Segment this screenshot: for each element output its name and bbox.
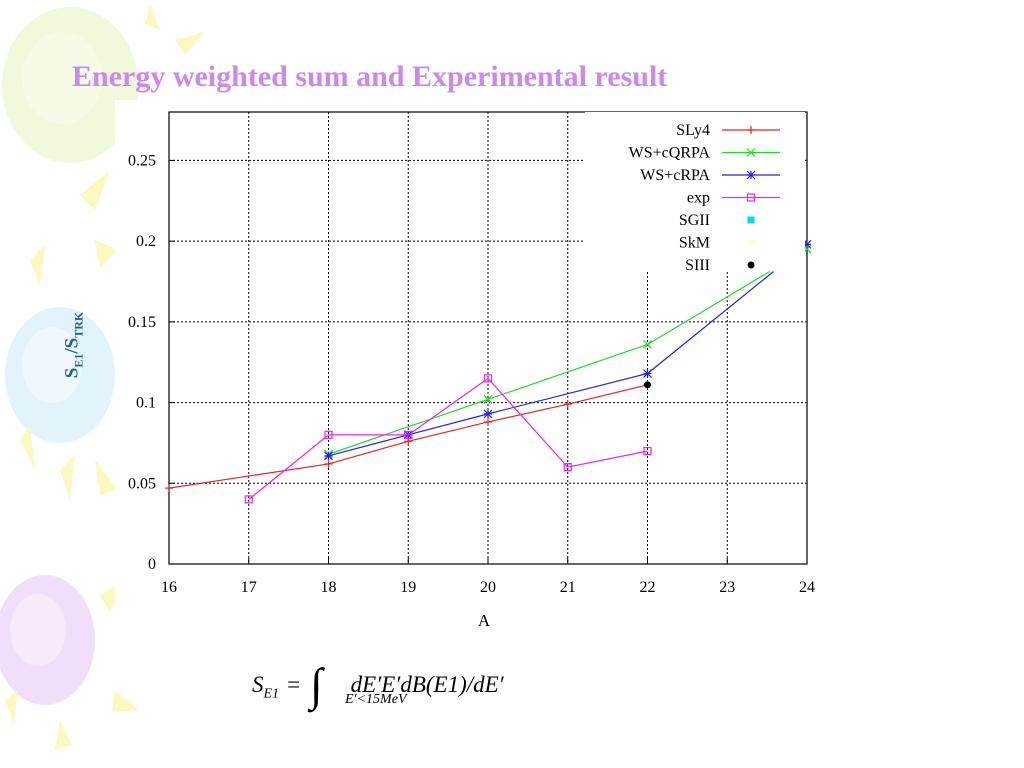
data-point: [324, 459, 333, 468]
data-point: [746, 148, 756, 157]
formula-integrand: dE′E′dB(E1)/dE′: [350, 672, 504, 697]
data-point: [483, 394, 493, 404]
series-line: [168, 384, 648, 489]
y-tick-label: 0.1: [136, 395, 156, 412]
data-point: [244, 495, 253, 504]
x-tick-label: 16: [161, 579, 177, 596]
data-point: [746, 170, 756, 180]
data-point: [324, 430, 333, 439]
x-tick-label: 20: [480, 579, 496, 596]
x-tick-label: 24: [799, 579, 815, 596]
data-point: [747, 216, 755, 224]
data-point: [483, 409, 493, 419]
ray-decoration: [145, 5, 160, 30]
series-line: [328, 248, 808, 455]
ray-decoration: [175, 32, 205, 55]
y-axis-label-sep: /S: [61, 337, 83, 354]
data-point: [643, 369, 652, 378]
y-tick-label: 0.15: [128, 314, 156, 331]
legend-label: SLy4: [676, 122, 710, 139]
ray-decoration: [55, 720, 72, 750]
legend: SLy4 WS+cQRPA WS+cRPA exp SGII SkM SIII: [585, 112, 805, 274]
x-axis-label: A: [478, 611, 491, 630]
sum-rule-formula: SE1 = ∫ E′<15MeV dE′E′dB(E1)/dE′: [252, 650, 504, 720]
y-tick-label: 0.05: [128, 475, 156, 492]
balloon-purple-inner-decoration: [10, 594, 66, 666]
legend-background: [585, 112, 805, 272]
y-tick-label: 0.2: [136, 233, 156, 250]
x-tick-label: 23: [719, 579, 735, 596]
data-point: [643, 446, 652, 456]
y-axis-label-sub1: E1: [71, 353, 86, 368]
balloon-green-inner-decoration: [22, 32, 102, 124]
series-exp: [244, 374, 652, 504]
y-axis-label: SE1/STRK: [62, 312, 87, 378]
legend-label: WS+cQRPA: [629, 145, 711, 162]
data-point: [747, 239, 755, 246]
line-chart: 16 17 18 19 20 21 22 23 24 0 0.05 0.1 0.15 0.2 0.25 A S…: [128, 111, 815, 630]
x-tick-label: 19: [400, 579, 416, 596]
ray-decoration: [60, 455, 75, 500]
x-tick-label: 18: [321, 579, 337, 596]
legend-label: SGII: [679, 212, 710, 229]
ray-decoration: [30, 245, 45, 285]
y-axis-label-main: S: [61, 367, 83, 379]
series-group: [165, 239, 812, 504]
ray-decoration: [80, 170, 110, 210]
grid: [169, 112, 807, 564]
ray-decoration: [20, 425, 35, 470]
data-point: [747, 126, 755, 134]
data-point: [484, 417, 492, 426]
data-point: [165, 484, 173, 493]
axes: 16 17 18 19 20 21 22 23 24 0 0.05 0.1 0.15 0.2 0.25 A: [128, 111, 815, 630]
series-siii: [644, 381, 651, 389]
formula-equals: =: [287, 672, 301, 697]
integral-limit: E′<15MeV: [345, 692, 407, 707]
x-tick-label: 17: [241, 579, 257, 596]
legend-label: WS+cRPA: [640, 167, 710, 184]
legend-label: SkM: [679, 235, 710, 252]
ray-decoration: [95, 240, 118, 268]
data-point: [643, 340, 652, 349]
ray-decoration: [5, 690, 18, 725]
data-point: [747, 261, 755, 269]
legend-label: exp: [687, 190, 710, 207]
data-point: [563, 463, 572, 472]
ray-decoration: [95, 460, 118, 495]
x-tick-label: 22: [640, 579, 656, 596]
ray-decoration: [112, 690, 138, 712]
data-point: [483, 374, 493, 383]
data-point: [324, 451, 333, 461]
data-point: [644, 381, 651, 389]
y-tick-label: 0: [148, 556, 156, 573]
slide-title: Energy weighted sum and Experimental res…: [72, 60, 668, 93]
data-point: [746, 193, 756, 202]
data-point: [563, 400, 572, 409]
x-tick-label: 21: [560, 579, 576, 596]
legend-label: SIII: [685, 257, 710, 274]
y-tick-label: 0.25: [128, 152, 156, 169]
data-point: [404, 430, 413, 439]
balloon-blue-inner-decoration: [22, 327, 82, 403]
y-axis-label-sub2: TRK: [71, 311, 86, 338]
series-line: [248, 377, 648, 500]
formula-lhs-sub: E1: [263, 686, 280, 702]
formula-lhs: S: [252, 672, 264, 697]
plot-panel: 16 17 18 19 20 21 22 23 24 0 0.05 0.1 0.15 0.2 0.25 A S…: [115, 100, 850, 640]
integral-symbol: ∫: [310, 659, 323, 710]
